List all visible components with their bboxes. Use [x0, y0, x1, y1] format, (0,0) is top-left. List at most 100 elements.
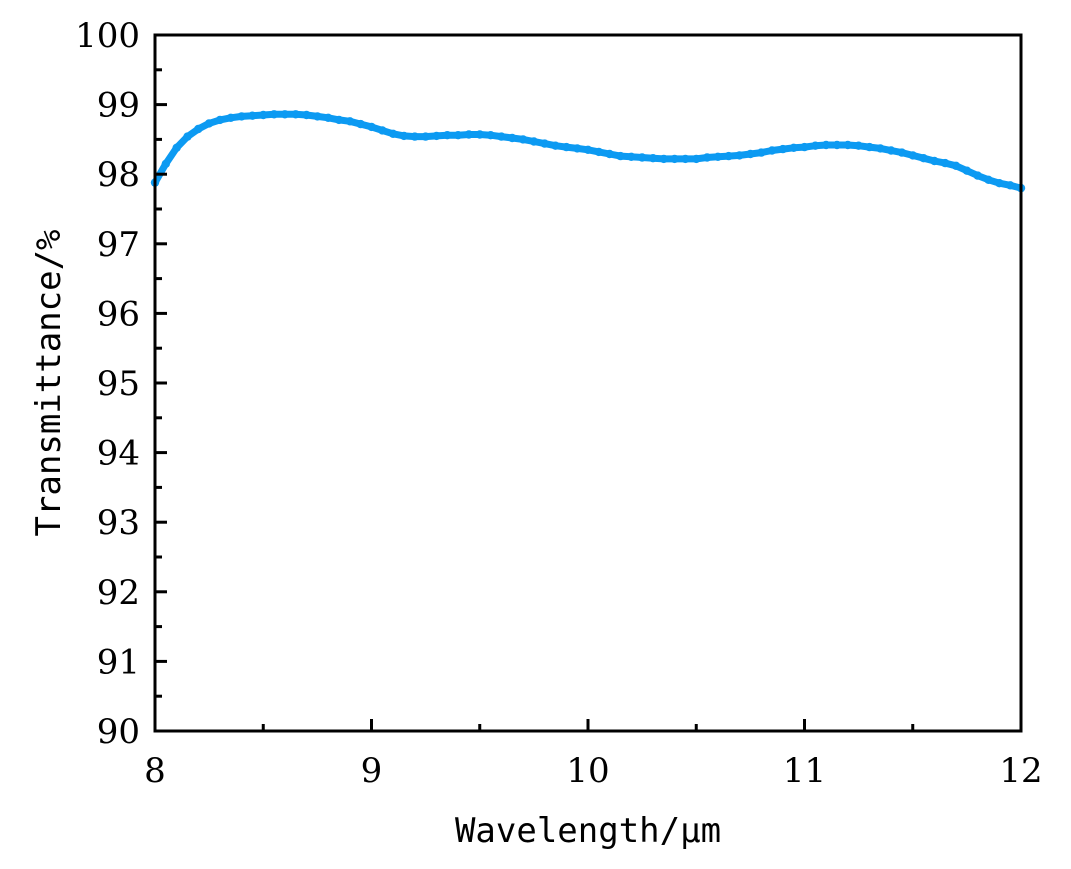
- data-point: [334, 115, 344, 125]
- data-point: [410, 132, 419, 141]
- data-point: [367, 122, 376, 132]
- data-point: [757, 148, 766, 157]
- data-point: [443, 131, 452, 140]
- data-point: [616, 151, 625, 161]
- data-point: [637, 153, 647, 162]
- data-point: [735, 151, 744, 160]
- data-point: [562, 142, 571, 152]
- data-point: [432, 131, 441, 141]
- data-point: [627, 152, 636, 161]
- data-point: [259, 110, 268, 120]
- x-tick-label: 9: [361, 751, 383, 791]
- data-point: [421, 132, 430, 141]
- data-point: [594, 147, 603, 157]
- data-point: [1006, 181, 1015, 190]
- data-point: [659, 154, 668, 164]
- data-point: [702, 153, 712, 162]
- data-point: [497, 132, 506, 141]
- data-point: [648, 154, 658, 163]
- data-point: [464, 130, 474, 139]
- data-point: [356, 119, 365, 129]
- data-point: [605, 149, 614, 159]
- data-point: [204, 119, 214, 128]
- data-point: [995, 179, 1004, 188]
- data-point: [832, 140, 842, 150]
- data-point: [388, 129, 398, 138]
- data-point: [453, 131, 463, 140]
- data-point: [746, 149, 755, 159]
- chart-marks: [150, 110, 1026, 193]
- data-point: [908, 151, 917, 160]
- x-tick-label: 10: [566, 751, 609, 791]
- y-tick-label: 100: [75, 16, 140, 56]
- data-point: [194, 124, 203, 134]
- data-point: [302, 110, 311, 120]
- data-point: [551, 141, 560, 150]
- data-point: [518, 135, 528, 144]
- data-point: [854, 141, 863, 150]
- data-point: [183, 132, 192, 141]
- data-point: [865, 142, 874, 152]
- data-point: [269, 110, 279, 119]
- y-tick-label: 96: [97, 294, 140, 334]
- data-point: [215, 115, 225, 125]
- data-point: [248, 111, 257, 120]
- data-point: [399, 131, 409, 141]
- x-tick-label: 8: [144, 751, 166, 791]
- data-point: [291, 110, 300, 119]
- axis-ticks: 8 9 10 11 12 90 91 92 93 94 95 96 97 98 99 100: [75, 16, 1043, 791]
- x-tick-label: 11: [783, 751, 826, 791]
- data-point: [237, 112, 246, 121]
- data-point: [713, 152, 723, 161]
- data-point: [670, 154, 679, 164]
- y-tick-label: 95: [97, 364, 140, 404]
- data-point: [767, 146, 777, 155]
- data-point: [886, 146, 896, 155]
- data-point: [951, 161, 961, 170]
- data-point: [962, 166, 972, 175]
- data-point: [973, 171, 982, 180]
- y-axis-label: Transmittance/%: [29, 229, 69, 536]
- data-point: [172, 143, 181, 152]
- data-point: [486, 131, 495, 140]
- data-point: [843, 140, 852, 150]
- data-point: [821, 140, 831, 150]
- data-point: [161, 159, 170, 168]
- data-point: [324, 113, 333, 123]
- data-point: [984, 175, 993, 184]
- data-point: [529, 137, 539, 146]
- data-point: [789, 143, 798, 152]
- data-point: [692, 154, 701, 164]
- data-point: [778, 144, 788, 154]
- data-point: [876, 144, 885, 153]
- data-point: [280, 110, 290, 119]
- y-tick-label: 90: [97, 712, 140, 752]
- y-tick-label: 91: [97, 642, 140, 682]
- data-point: [508, 133, 517, 143]
- data-point: [930, 156, 939, 166]
- y-tick-label: 93: [97, 503, 140, 543]
- data-point: [313, 112, 322, 121]
- y-tick-label: 98: [97, 155, 140, 195]
- data-point: [583, 145, 593, 154]
- x-axis-label: Wavelength/μm: [455, 811, 721, 851]
- x-tick-label: 12: [999, 751, 1042, 791]
- y-tick-label: 92: [97, 573, 140, 613]
- data-point: [378, 126, 387, 135]
- data-point: [724, 151, 733, 161]
- y-tick-label: 97: [97, 225, 140, 265]
- plot-frame: [153, 33, 1023, 733]
- data-point: [475, 130, 484, 139]
- data-point: [573, 144, 582, 153]
- data-point: [941, 158, 950, 168]
- data-point: [897, 148, 907, 157]
- y-tick-label: 99: [97, 86, 140, 126]
- data-point: [919, 154, 928, 163]
- y-tick-label: 94: [97, 434, 140, 474]
- data-point: [800, 142, 809, 152]
- data-point: [540, 139, 549, 148]
- data-point: [226, 113, 235, 123]
- data-point: [345, 117, 355, 126]
- data-point: [681, 154, 690, 164]
